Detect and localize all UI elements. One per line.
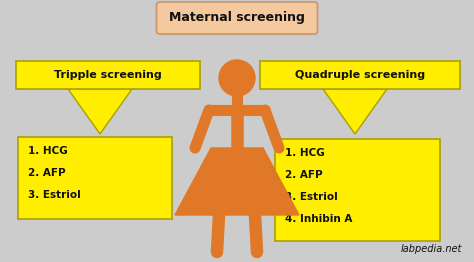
Text: Tripple screening: Tripple screening: [54, 70, 162, 80]
FancyBboxPatch shape: [156, 2, 318, 34]
Text: 2. AFP: 2. AFP: [27, 168, 65, 178]
Text: Maternal screening: Maternal screening: [169, 12, 305, 25]
Text: 3. Estriol: 3. Estriol: [27, 190, 80, 200]
Circle shape: [219, 60, 255, 96]
Text: 4. Inhibin A: 4. Inhibin A: [285, 214, 353, 224]
FancyBboxPatch shape: [16, 61, 201, 89]
Text: 1. HCG: 1. HCG: [27, 146, 67, 156]
Polygon shape: [68, 89, 132, 134]
Text: 2. AFP: 2. AFP: [285, 170, 323, 180]
Text: 3. Estriol: 3. Estriol: [285, 192, 338, 202]
Text: Quadruple screening: Quadruple screening: [295, 70, 425, 80]
Polygon shape: [323, 89, 387, 134]
FancyBboxPatch shape: [18, 137, 173, 219]
FancyBboxPatch shape: [260, 61, 460, 89]
FancyBboxPatch shape: [275, 139, 440, 241]
Polygon shape: [175, 148, 299, 215]
Text: 1. HCG: 1. HCG: [285, 148, 325, 158]
Text: labpedia.net: labpedia.net: [401, 244, 462, 254]
